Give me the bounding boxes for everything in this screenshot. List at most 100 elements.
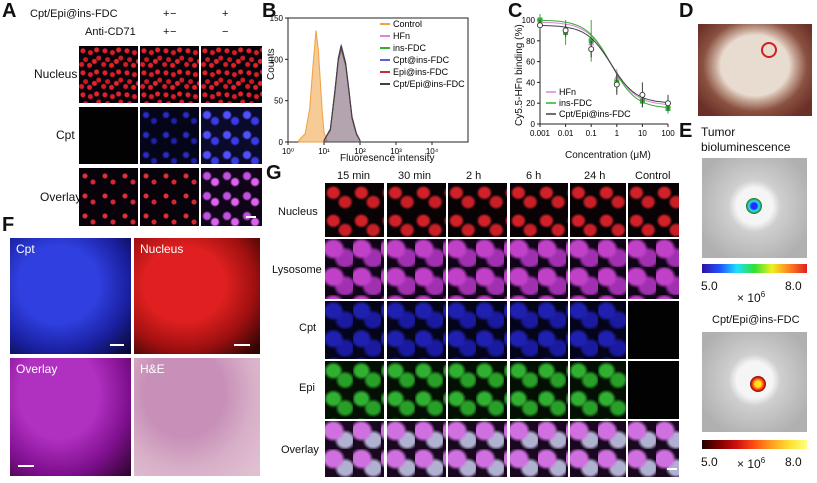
panelG-image-epi-4 — [570, 361, 626, 419]
panelA-overlay-3 — [201, 168, 262, 226]
panelG-image-nucleus-1 — [387, 183, 446, 237]
legend-label: Control — [393, 19, 422, 29]
panelA-header-row1: Cpt/Epi@ins-FDC — [30, 8, 118, 20]
panelB-chart: 0 50 100 150 10⁰ 10¹ 10² 10³ 10⁴ Control HFn ins-FD… — [270, 14, 469, 156]
legend-label: Cpt/Epi@ins-FDC — [393, 79, 465, 89]
panelA-row-label-cpt: Cpt — [56, 128, 75, 142]
panelC-ylabel: Cy5.5-HFn binding (%) — [514, 24, 525, 126]
panelB-xlabel: Fluoresence intensity — [340, 153, 435, 164]
panelG-image-nucleus-5 — [628, 183, 679, 237]
panelG-col-control: Control — [635, 170, 671, 182]
panelA-sign: − — [170, 8, 177, 20]
panel-label-b: B — [262, 0, 277, 22]
panelF-label-cpt: Cpt — [16, 242, 35, 256]
panelG-image-overlay-5 — [628, 421, 679, 477]
panelG-col-6h: 6 h — [526, 170, 542, 182]
panelF-nucleus-image: Nucleus — [134, 238, 260, 354]
colorbar-2 — [702, 440, 807, 449]
colorbar-1 — [702, 264, 807, 273]
panelA-sign: − — [170, 26, 177, 38]
legend-label: ins-FDC — [559, 98, 592, 108]
y-tick-label: 100 — [522, 16, 536, 25]
colorbar-2-unit: × 106 — [737, 456, 765, 471]
panelA-sign: + — [163, 8, 170, 20]
panelA-row-label-overlay: Overlay — [40, 190, 82, 204]
panelG-image-nucleus-3 — [510, 183, 568, 237]
legend-label: ins-FDC — [393, 43, 426, 53]
x-tick-label: 10⁰ — [282, 147, 294, 156]
panelB-ylabel: Counts — [266, 48, 277, 80]
panelC-xlabel: Concentration (μM) — [565, 150, 651, 161]
data-point — [537, 22, 543, 29]
panel-label-e: E — [679, 120, 693, 142]
panelG-image-epi-0 — [325, 361, 384, 419]
panelD-brain-photo — [698, 24, 812, 116]
scale-bar — [234, 344, 250, 346]
legend-label: HFn — [393, 31, 410, 41]
panelG-image-nucleus-0 — [325, 183, 384, 237]
panelG-row-nucleus: Nucleus — [278, 206, 318, 218]
signal-spot — [746, 198, 762, 214]
panelG-image-cpt-1 — [387, 301, 446, 359]
panelG-image-lysosome-1 — [387, 239, 446, 299]
panelG-image-lysosome-3 — [510, 239, 568, 299]
panelG-col-24h: 24 h — [584, 170, 606, 182]
panelF-he-image: H&E — [134, 358, 260, 476]
panelG-image-lysosome-4 — [570, 239, 626, 299]
x-tick-label: 0.01 — [558, 129, 574, 138]
y-tick-label: 40 — [526, 78, 535, 87]
panelG-image-overlay-3 — [510, 421, 568, 477]
colorbar-2-exp: 6 — [760, 456, 766, 465]
legend-label: Epi@ins-FDC — [393, 67, 449, 77]
panelE-title1: Tumor — [701, 125, 736, 139]
panelG-col-15min: 15 min — [337, 170, 371, 182]
y-tick-label: 0 — [279, 138, 284, 147]
panelG-row-lysosome: Lysosome — [272, 264, 322, 276]
colorbar-2-unit-text: × 10 — [737, 457, 761, 471]
y-tick-label: 150 — [270, 14, 284, 23]
colorbar-2-max: 8.0 — [785, 455, 802, 469]
panelG-image-nucleus-2 — [448, 183, 507, 237]
panelA-nucleus-1 — [79, 46, 138, 103]
panelG-image-epi-1 — [387, 361, 446, 419]
x-tick-label: 0.1 — [586, 129, 598, 138]
fit-curve — [539, 24, 669, 103]
panelA-header-row2: Anti-CD71 — [85, 26, 136, 38]
colorbar-1-unit: × 106 — [737, 290, 765, 305]
panelG-image-cpt-4 — [570, 301, 626, 359]
panelA-nucleus-2 — [140, 46, 199, 103]
data-point — [562, 27, 569, 34]
series-control — [298, 30, 328, 143]
panelG-image-epi-3 — [510, 361, 568, 419]
panelF-label-nucleus: Nucleus — [140, 242, 184, 256]
data-point — [639, 91, 646, 98]
x-tick-label: 10 — [638, 129, 647, 138]
y-tick-label: 50 — [274, 97, 283, 106]
colorbar-1-max: 8.0 — [785, 279, 802, 293]
x-tick-label: 10¹ — [318, 147, 330, 156]
scale-bar — [246, 216, 256, 218]
panelA-sign: − — [222, 26, 229, 38]
y-tick-label: 20 — [526, 99, 535, 108]
panelC-chart: 0 20 40 60 80 100 0.001 0.01 0.1 1 10 100 HFnins-FDC… — [522, 14, 675, 138]
panelG-image-cpt-3 — [510, 301, 568, 359]
panelA-cpt-1 — [79, 107, 138, 164]
panelG-col-2h: 2 h — [466, 170, 482, 182]
panelG-row-cpt: Cpt — [299, 322, 317, 334]
panelF-label-he: H&E — [140, 362, 165, 376]
colorbar-1-unit-text: × 10 — [737, 291, 761, 305]
colorbar-1-exp: 6 — [760, 290, 766, 299]
panelA-row-label-nucleus: Nucleus — [34, 67, 78, 81]
x-tick-label: 10⁴ — [426, 147, 439, 156]
panelG-image-cpt-0 — [325, 301, 384, 359]
y-tick-label: 100 — [270, 55, 284, 64]
panelE-bioluminescence-image-2 — [702, 332, 807, 432]
panelF-label-overlay: Overlay — [16, 362, 58, 376]
panelG-image-overlay-1 — [387, 421, 446, 477]
scale-bar — [667, 468, 677, 470]
panelG-image-overlay-4 — [570, 421, 626, 477]
panelG-image-overlay-0 — [325, 421, 384, 477]
panelA-sign: + — [222, 8, 229, 20]
signal-spot — [750, 376, 766, 392]
colorbar-2-min: 5.0 — [701, 455, 718, 469]
